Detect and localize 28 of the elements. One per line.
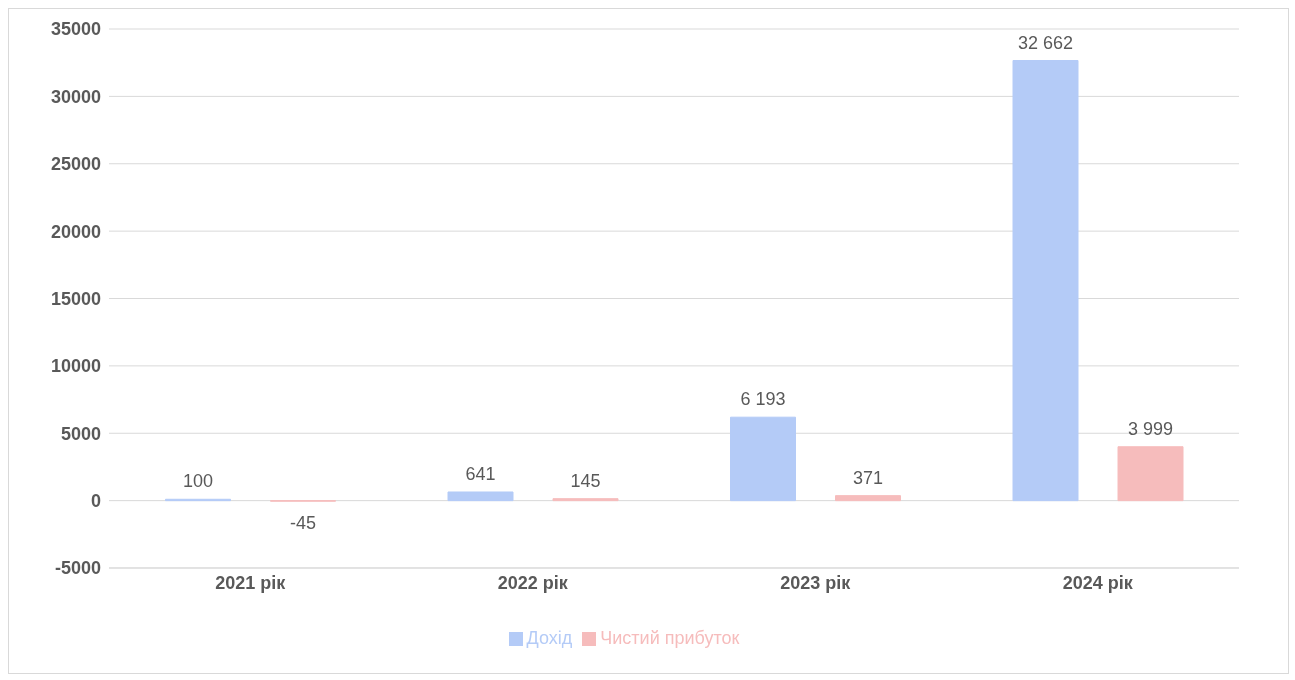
y-tick-label: 20000 xyxy=(50,221,101,242)
data-label: 371 xyxy=(852,467,884,488)
y-tick-label: 5000 xyxy=(60,423,101,444)
y-tick-label: 35000 xyxy=(50,19,101,40)
legend-label: Дохід xyxy=(526,628,573,648)
x-tick-label: 2021 рік xyxy=(215,572,287,593)
bar xyxy=(1117,446,1184,502)
y-tick-label: 25000 xyxy=(50,154,101,175)
data-label: 100 xyxy=(182,471,214,492)
y-tick-label: -5000 xyxy=(54,558,101,579)
data-label: 6 193 xyxy=(740,389,786,410)
y-tick-label: 10000 xyxy=(50,356,101,377)
legend-label: Чистий прибуток xyxy=(600,628,740,648)
data-label: 3 999 xyxy=(1127,418,1174,439)
data-label: 32 662 xyxy=(1017,32,1074,53)
y-tick-label: 30000 xyxy=(50,86,101,107)
bar xyxy=(835,495,901,502)
data-label: 145 xyxy=(570,470,601,491)
x-tick-label: 2024 рік xyxy=(1062,572,1134,593)
bar xyxy=(447,491,514,502)
bar xyxy=(1012,60,1079,502)
x-tick-label: 2022 рік xyxy=(497,572,569,593)
bar xyxy=(730,416,796,502)
x-tick-label: 2023 рік xyxy=(780,572,852,593)
data-label: -45 xyxy=(289,513,317,534)
y-tick-label: 15000 xyxy=(50,288,101,309)
y-tick-label: 0 xyxy=(90,491,101,512)
data-label: 641 xyxy=(465,463,496,484)
